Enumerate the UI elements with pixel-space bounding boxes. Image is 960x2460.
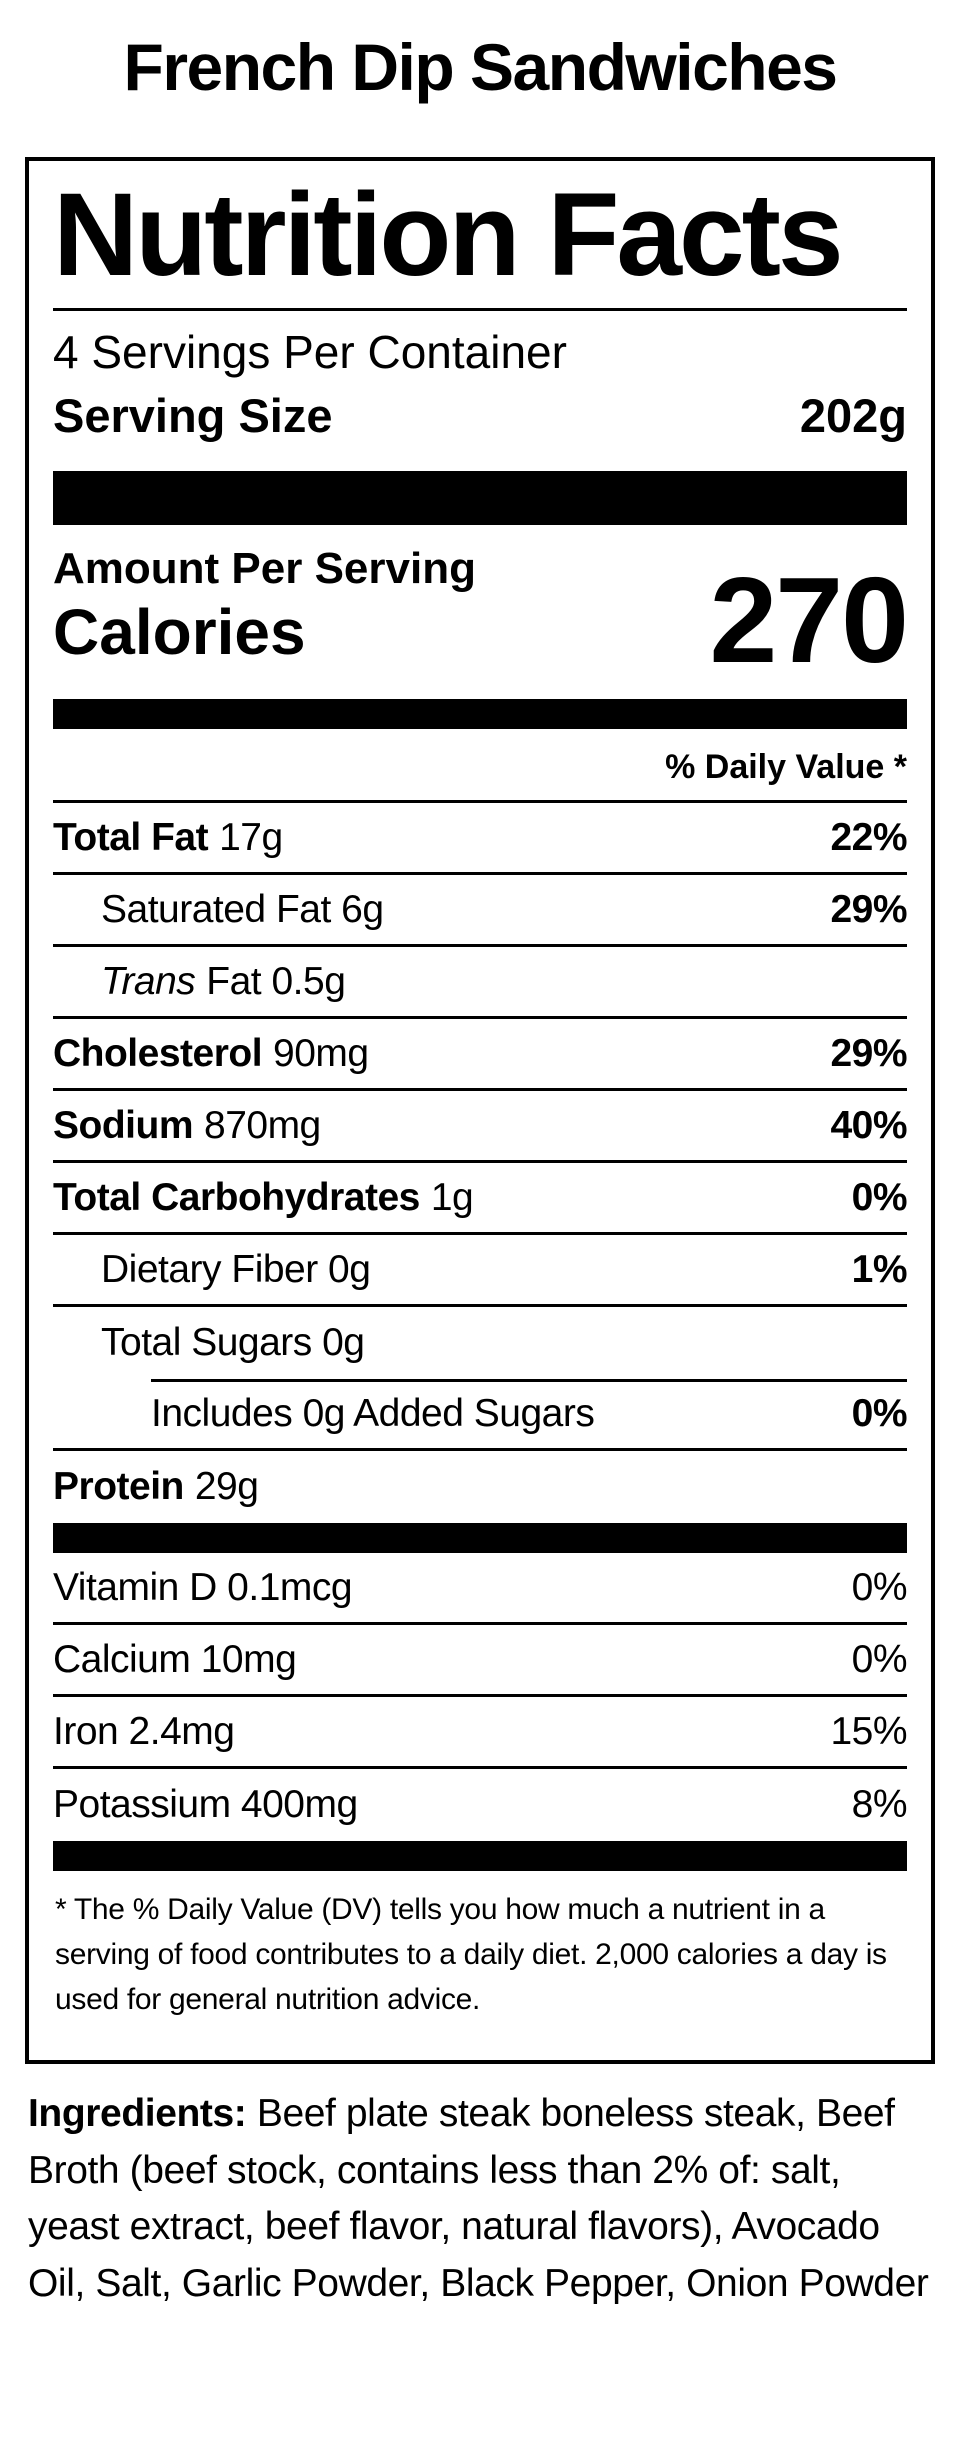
- ingredients-text: Beef plate steak boneless steak, Beef Br…: [28, 2092, 929, 2305]
- nutrient-row-dietary-fiber: Dietary Fiber 0g 1%: [53, 1235, 908, 1308]
- amount-per-serving-label: Amount Per Serving: [53, 543, 476, 593]
- nutrient-amount: Potassium 400mg: [53, 1783, 358, 1827]
- nutrient-row-potassium: Potassium 400mg 8%: [53, 1769, 908, 1841]
- nutrient-amount: Iron 2.4mg: [53, 1709, 235, 1753]
- nutrient-row-sodium: Sodium 870mg 40%: [53, 1091, 907, 1164]
- servings-per-container: 4 Servings Per Container: [53, 326, 567, 379]
- nutrient-name-italic: Trans: [101, 959, 196, 1003]
- nutrient-amount: 870mg: [204, 1103, 321, 1147]
- nutrient-row-trans-fat: Trans Fat 0.5g: [53, 947, 907, 1020]
- nutrient-row-total-sugars: Total Sugars 0g: [53, 1307, 907, 1379]
- nutrient-name: Protein: [53, 1465, 184, 1509]
- daily-value-footnote: * The % Daily Value (DV) tells you how m…: [55, 1893, 887, 2017]
- nutrient-row-added-sugars: Includes 0g Added Sugars 0%: [53, 1379, 908, 1452]
- daily-value-divider: [53, 800, 907, 804]
- nutrient-row-cholesterol: Cholesterol 90mg 29%: [53, 1019, 907, 1092]
- nutrient-name: Sodium: [53, 1103, 194, 1147]
- nutrient-row-calcium: Calcium 10mg 0%: [53, 1625, 908, 1698]
- nutrition-facts-heading: Nutrition Facts: [53, 169, 844, 302]
- separator-bar-thick: [53, 470, 907, 525]
- calories-labels: Amount Per Serving Calories: [53, 543, 476, 669]
- nutrient-amount: Calcium 10mg: [53, 1637, 297, 1681]
- ingredients-paragraph: Ingredients: Beef plate steak boneless s…: [28, 2086, 934, 2312]
- nutrient-amount: Includes 0g Added Sugars: [151, 1391, 595, 1435]
- serving-size-row: Serving Size 202g: [53, 380, 907, 470]
- nutrient-amount: 1g: [430, 1175, 474, 1219]
- nutrient-name: Total Carbohydrates: [53, 1175, 420, 1219]
- nutrient-dv: 22%: [830, 815, 907, 859]
- calories-section: Amount Per Serving Calories 270: [53, 525, 909, 699]
- serving-size-label: Serving Size: [53, 389, 333, 443]
- nutrient-amount: 17g: [219, 815, 283, 859]
- nutrient-row-saturated-fat: Saturated Fat 6g 29%: [53, 875, 907, 948]
- heading-divider: [53, 308, 907, 312]
- separator-bar-1: [53, 699, 907, 730]
- nutrient-dv: 29%: [830, 887, 907, 931]
- nutrient-amount: 90mg: [273, 1031, 369, 1075]
- nutrient-row-vitamin-d: Vitamin D 0.1mcg 0%: [53, 1553, 908, 1626]
- nutrient-amount: Saturated Fat 6g: [101, 887, 384, 931]
- nutrient-row-protein: Protein 29g: [53, 1451, 907, 1523]
- nutrient-name: Cholesterol: [53, 1031, 263, 1075]
- nutrient-amount: 29g: [194, 1465, 259, 1509]
- nutrient-dv: 0%: [851, 1391, 908, 1435]
- nutrient-dv: 15%: [830, 1709, 907, 1753]
- nutrient-dv: 40%: [830, 1103, 907, 1147]
- nutrient-amount: Fat 0.5g: [206, 959, 346, 1003]
- nutrient-amount: Dietary Fiber 0g: [101, 1247, 371, 1291]
- nutrient-dv: 8%: [851, 1783, 908, 1827]
- nutrient-amount: Total Sugars 0g: [101, 1321, 365, 1365]
- nutrient-dv: 29%: [830, 1031, 907, 1075]
- ingredients-label: Ingredients:: [28, 2092, 247, 2136]
- nutrient-row-total-carbohydrates: Total Carbohydrates 1g 0%: [53, 1163, 908, 1236]
- daily-value-header: % Daily Value *: [665, 748, 907, 787]
- nutrition-facts-label: Nutrition Facts 4 Servings Per Container…: [25, 157, 935, 2065]
- nutrient-dv: 1%: [851, 1247, 908, 1291]
- calories-value: 270: [709, 551, 909, 688]
- nutrient-name: Total Fat: [53, 815, 209, 859]
- separator-bar-2: [53, 1523, 907, 1554]
- separator-bar-3: [53, 1841, 907, 1872]
- nutrient-row-total-fat: Total Fat 17g 22%: [53, 803, 907, 876]
- nutrient-amount: Vitamin D 0.1mcg: [53, 1565, 353, 1609]
- nutrient-dv: 0%: [851, 1565, 908, 1609]
- nutrient-dv: 0%: [851, 1637, 908, 1681]
- nutrient-row-iron: Iron 2.4mg 15%: [53, 1697, 907, 1770]
- product-title: French Dip Sandwiches: [123, 30, 839, 104]
- nutrient-dv: 0%: [851, 1175, 908, 1219]
- serving-size-value: 202g: [799, 389, 907, 443]
- calories-label: Calories: [53, 595, 306, 668]
